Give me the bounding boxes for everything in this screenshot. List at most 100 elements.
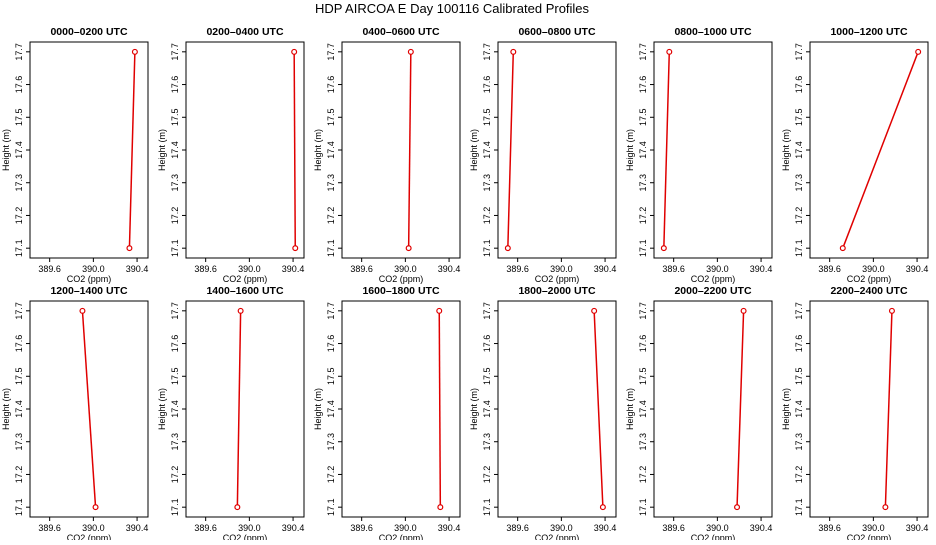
data-point: [237, 307, 244, 314]
y-tick-label: 17.5: [794, 368, 804, 386]
plot-frame: [497, 41, 617, 259]
y-tick-label: 17.5: [326, 109, 336, 127]
x-tick-label: 390.0: [238, 523, 261, 533]
data-point: [291, 48, 298, 55]
panel-title: 2200–2400 UTC: [830, 285, 907, 297]
y-tick-label: 17.1: [482, 498, 492, 516]
panel-title: 1600–1800 UTC: [362, 285, 439, 297]
y-tick-label: 17.1: [638, 239, 648, 257]
profile-line: [507, 51, 515, 249]
chart-panel: 1000–1200 UTC 17.1 17.2 17.3 17.4 17.5 17.6 17.…: [781, 26, 929, 284]
y-tick-label: 17.4: [794, 141, 804, 159]
y-tick-label: 17.1: [14, 239, 24, 257]
y-tick-label: 17.3: [794, 174, 804, 192]
panel-title: 0400–0600 UTC: [362, 26, 439, 38]
y-axis-label: Height (m): [469, 388, 479, 430]
y-axis-label: Height (m): [313, 129, 323, 171]
y-tick-label: 17.3: [638, 433, 648, 451]
x-tick-label: 390.0: [706, 264, 729, 274]
y-tick-label: 17.1: [326, 498, 336, 516]
y-tick-label: 17.2: [170, 466, 180, 484]
y-tick-label: 17.3: [14, 174, 24, 192]
plot-frame: [341, 300, 461, 518]
y-axis-label: Height (m): [625, 129, 635, 171]
panel-title: 2000–2200 UTC: [674, 285, 751, 297]
data-point: [915, 48, 922, 55]
y-axis-label: Height (m): [157, 129, 167, 171]
x-tick-label: 390.4: [750, 523, 773, 533]
chart-panel: 0600–0800 UTC 17.1 17.2 17.3 17.4 17.5 17.6 17.…: [469, 26, 617, 284]
x-tick-label: 389.6: [38, 264, 61, 274]
y-tick-label: 17.3: [170, 174, 180, 192]
y-axis-label: Height (m): [313, 388, 323, 430]
panel-title: 0000–0200 UTC: [50, 26, 127, 38]
y-tick-label: 17.5: [326, 368, 336, 386]
y-tick-label: 17.4: [326, 141, 336, 159]
x-tick-label: 390.0: [550, 523, 573, 533]
x-axis-label: CO2 (ppm): [379, 533, 424, 540]
panel-title: 0800–1000 UTC: [674, 26, 751, 38]
panel-title: 1400–1600 UTC: [206, 285, 283, 297]
y-tick-label: 17.2: [326, 466, 336, 484]
y-tick-label: 17.7: [794, 302, 804, 320]
x-axis-label: CO2 (ppm): [847, 274, 892, 284]
x-tick-label: 390.4: [438, 264, 461, 274]
y-tick-label: 17.1: [794, 239, 804, 257]
x-tick-label: 389.6: [38, 523, 61, 533]
y-tick-label: 17.2: [794, 466, 804, 484]
profile-line: [128, 51, 136, 249]
y-tick-label: 17.2: [326, 207, 336, 225]
x-axis-label: CO2 (ppm): [847, 533, 892, 540]
y-tick-label: 17.7: [638, 302, 648, 320]
y-tick-label: 17.2: [794, 207, 804, 225]
y-axis-label: Height (m): [625, 388, 635, 430]
panel-title: 0600–0800 UTC: [518, 26, 595, 38]
panel-title: 1800–2000 UTC: [518, 285, 595, 297]
y-tick-label: 17.6: [326, 335, 336, 353]
y-tick-label: 17.4: [638, 400, 648, 418]
y-tick-label: 17.3: [794, 433, 804, 451]
y-tick-label: 17.1: [170, 239, 180, 257]
x-tick-label: 389.6: [818, 264, 841, 274]
y-tick-label: 17.7: [14, 302, 24, 320]
y-tick-label: 17.6: [170, 335, 180, 353]
data-point: [126, 245, 133, 252]
profile-line: [293, 51, 297, 249]
x-tick-label: 389.6: [350, 264, 373, 274]
y-tick-label: 17.1: [14, 498, 24, 516]
x-axis-label: CO2 (ppm): [67, 274, 112, 284]
figure-title: HDP AIRCOA E Day 100116 Calibrated Profi…: [315, 1, 590, 16]
x-tick-label: 390.4: [594, 264, 617, 274]
y-tick-label: 17.3: [170, 433, 180, 451]
y-tick-label: 17.1: [794, 498, 804, 516]
y-tick-label: 17.2: [170, 207, 180, 225]
x-axis-label: CO2 (ppm): [535, 274, 580, 284]
x-axis-label: CO2 (ppm): [223, 274, 268, 284]
x-tick-label: 389.6: [194, 264, 217, 274]
chart-panel: 2200–2400 UTC 17.1 17.2 17.3 17.4 17.5 17.6 17.…: [781, 285, 929, 543]
x-tick-label: 390.0: [706, 523, 729, 533]
y-tick-label: 17.4: [482, 141, 492, 159]
data-point: [234, 504, 241, 511]
y-tick-label: 17.3: [482, 433, 492, 451]
x-tick-label: 390.4: [438, 523, 461, 533]
chart-panel: 0200–0400 UTC 17.1 17.2 17.3 17.4 17.5 17.6 17.…: [157, 26, 305, 284]
y-tick-label: 17.7: [326, 43, 336, 61]
y-axis-label: Height (m): [781, 388, 791, 430]
data-point: [888, 307, 895, 314]
x-tick-label: 390.4: [594, 523, 617, 533]
y-tick-label: 17.4: [14, 141, 24, 159]
x-tick-label: 389.6: [662, 264, 685, 274]
x-tick-label: 390.0: [394, 523, 417, 533]
y-tick-label: 17.4: [794, 400, 804, 418]
y-tick-label: 17.1: [326, 239, 336, 257]
y-tick-label: 17.5: [482, 109, 492, 127]
data-point: [436, 307, 443, 314]
profile-line: [884, 310, 893, 508]
y-tick-label: 17.7: [638, 43, 648, 61]
y-axis-label: Height (m): [1, 388, 11, 430]
x-tick-label: 389.6: [506, 523, 529, 533]
profile-line: [842, 51, 919, 249]
chart-panel: 1800–2000 UTC 17.1 17.2 17.3 17.4 17.5 17.6 17.…: [469, 285, 617, 543]
x-tick-label: 390.0: [238, 264, 261, 274]
